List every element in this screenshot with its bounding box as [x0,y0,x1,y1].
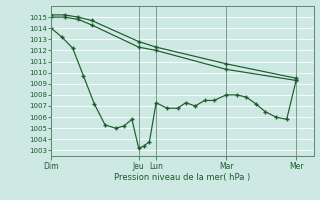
X-axis label: Pression niveau de la mer( hPa ): Pression niveau de la mer( hPa ) [114,173,251,182]
